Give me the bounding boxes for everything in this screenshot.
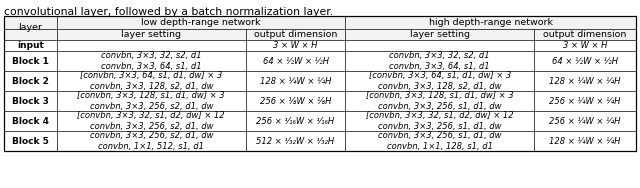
Text: 256 × ¼W × ¼H: 256 × ¼W × ¼H	[549, 96, 621, 105]
Text: Block 1: Block 1	[12, 57, 49, 65]
Text: Block 4: Block 4	[12, 117, 49, 126]
Text: convolutional layer, followed by a batch normalization layer.: convolutional layer, followed by a batch…	[4, 7, 333, 17]
Text: 256 × ¹⁄₁₆W × ¹⁄₁₆H: 256 × ¹⁄₁₆W × ¹⁄₁₆H	[257, 117, 335, 126]
Text: [convbn, 3×3, 32, s1, d2, dw] × 12
convbn, 3×3, 256, s1, d1, dw: [convbn, 3×3, 32, s1, d2, dw] × 12 convb…	[366, 111, 513, 131]
Text: high depth-range network: high depth-range network	[429, 18, 553, 27]
Text: low depth-range network: low depth-range network	[141, 18, 261, 27]
Text: input: input	[17, 41, 44, 50]
Text: 3 × W × H: 3 × W × H	[563, 41, 607, 50]
Text: 128 × ¼W × ¼H: 128 × ¼W × ¼H	[549, 136, 621, 146]
Text: layer: layer	[19, 24, 42, 33]
Text: 64 × ½W × ½H: 64 × ½W × ½H	[552, 57, 618, 65]
Text: Block 2: Block 2	[12, 77, 49, 86]
Text: Block 5: Block 5	[12, 136, 49, 146]
Text: 256 × ⅛W × ⅛H: 256 × ⅛W × ⅛H	[260, 96, 332, 105]
Text: layer setting: layer setting	[122, 30, 181, 39]
Text: 128 × ¼W × ¼H: 128 × ¼W × ¼H	[549, 77, 621, 86]
Text: output dimension: output dimension	[543, 30, 627, 39]
Text: [convbn, 3×3, 64, s1, d1, dw] × 3
convbn, 3×3, 128, s2, d1, dw: [convbn, 3×3, 64, s1, d1, dw] × 3 convbn…	[80, 71, 223, 91]
Text: 256 × ¼W × ¼H: 256 × ¼W × ¼H	[549, 117, 621, 126]
Bar	[4, 16, 636, 40]
Text: convbn, 3×3, 256, s1, d1, dw
convbn, 1×1, 128, s1, d1: convbn, 3×3, 256, s1, d1, dw convbn, 1×1…	[378, 131, 502, 151]
Text: 3 × W × H: 3 × W × H	[273, 41, 317, 50]
Text: [convbn, 3×3, 32, s1, d2, dw] × 12
convbn, 3×3, 256, s2, d1, dw: [convbn, 3×3, 32, s1, d2, dw] × 12 convb…	[77, 111, 225, 131]
Text: convbn, 3×3, 32, s2, d1
convbn, 3×3, 64, s1, d1: convbn, 3×3, 32, s2, d1 convbn, 3×3, 64,…	[390, 51, 490, 71]
Text: layer setting: layer setting	[410, 30, 470, 39]
Text: convbn, 3×3, 32, s2, d1
convbn, 3×3, 64, s1, d1: convbn, 3×3, 32, s2, d1 convbn, 3×3, 64,…	[101, 51, 202, 71]
Text: [convbn, 3×3, 128, s1, d1, dw] × 3
convbn, 3×3, 256, s1, d1, dw: [convbn, 3×3, 128, s1, d1, dw] × 3 convb…	[366, 91, 513, 111]
Text: Block 3: Block 3	[12, 96, 49, 105]
Bar	[4, 16, 636, 151]
Text: [convbn, 3×3, 128, s1, d1, dw] × 3
convbn, 3×3, 256, s2, d1, dw: [convbn, 3×3, 128, s1, d1, dw] × 3 convb…	[77, 91, 225, 111]
Text: 64 × ½W × ½H: 64 × ½W × ½H	[262, 57, 328, 65]
Text: 128 × ¼W × ¼H: 128 × ¼W × ¼H	[260, 77, 332, 86]
Text: 512 × ¹⁄₃₂W × ¹⁄₃₂H: 512 × ¹⁄₃₂W × ¹⁄₃₂H	[257, 136, 335, 146]
Text: [convbn, 3×3, 64, s1, d1, dw] × 3
convbn, 3×3, 128, s2, d1, dw: [convbn, 3×3, 64, s1, d1, dw] × 3 convbn…	[369, 71, 511, 91]
Text: output dimension: output dimension	[254, 30, 337, 39]
Text: convbn, 3×3, 256, s2, d1, dw
convbn, 1×1, 512, s1, d1: convbn, 3×3, 256, s2, d1, dw convbn, 1×1…	[90, 131, 213, 151]
